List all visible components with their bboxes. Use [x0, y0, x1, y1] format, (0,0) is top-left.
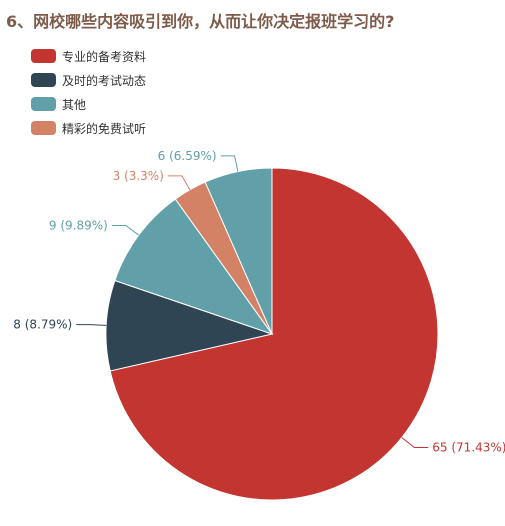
label-line-4 — [220, 155, 239, 172]
data-label-3: 3 (3.3%) — [113, 169, 164, 183]
pie-slice-2[interactable] — [114, 198, 274, 335]
chart-title: 6、网校哪些内容吸引到你，从而让你决定报班学习的? — [6, 12, 395, 31]
legend: 专业的备考资料 及时的考试动态 其他 精彩的免费试听 — [31, 44, 146, 140]
label-line-1 — [76, 324, 107, 326]
pie-slice-1[interactable] — [105, 279, 274, 372]
data-label-0: 65 (71.43%) — [432, 440, 505, 454]
legend-label: 及时的考试动态 — [62, 73, 147, 88]
label-line-2 — [111, 225, 140, 236]
legend-item-other[interactable]: 其他 — [31, 92, 146, 116]
label-line-3 — [167, 175, 191, 191]
data-label-2: 9 (9.89%) — [49, 219, 108, 233]
legend-label: 精彩的免费试听 — [62, 121, 147, 136]
legend-item-study-materials[interactable]: 专业的备考资料 — [31, 44, 146, 68]
label-line-0 — [401, 437, 429, 448]
pie-slice-4[interactable] — [204, 167, 273, 335]
legend-item-free-trial[interactable]: 精彩的免费试听 — [31, 116, 146, 140]
legend-item-exam-news[interactable]: 及时的考试动态 — [31, 68, 146, 92]
legend-label: 其他 — [62, 97, 87, 112]
legend-swatch — [31, 121, 56, 135]
legend-swatch — [31, 73, 56, 87]
legend-swatch — [31, 97, 56, 111]
legend-swatch — [31, 49, 56, 63]
data-label-1: 8 (8.79%) — [13, 318, 72, 332]
data-label-4: 6 (6.59%) — [158, 149, 217, 163]
legend-label: 专业的备考资料 — [62, 49, 147, 64]
